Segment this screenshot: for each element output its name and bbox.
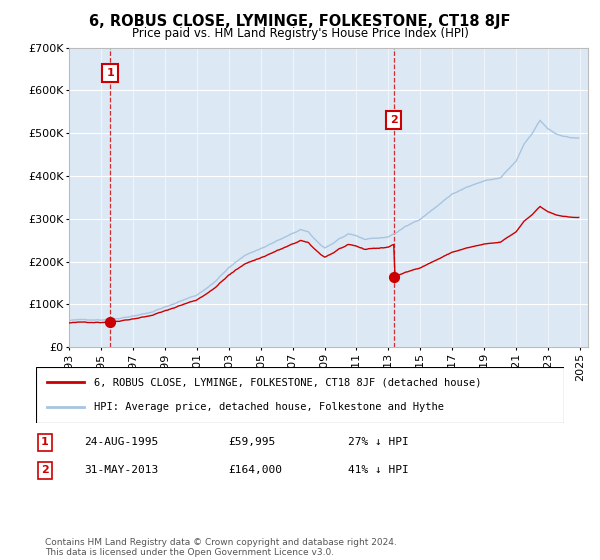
Text: £164,000: £164,000 bbox=[228, 465, 282, 475]
Text: 1: 1 bbox=[41, 437, 49, 447]
Text: 6, ROBUS CLOSE, LYMINGE, FOLKESTONE, CT18 8JF (detached house): 6, ROBUS CLOSE, LYMINGE, FOLKESTONE, CT1… bbox=[94, 377, 482, 388]
Text: 2: 2 bbox=[41, 465, 49, 475]
Text: 2: 2 bbox=[390, 115, 398, 125]
Point bbox=[389, 273, 398, 282]
Text: 1: 1 bbox=[106, 68, 114, 78]
Text: 31-MAY-2013: 31-MAY-2013 bbox=[84, 465, 158, 475]
FancyBboxPatch shape bbox=[36, 367, 564, 423]
Text: 6, ROBUS CLOSE, LYMINGE, FOLKESTONE, CT18 8JF: 6, ROBUS CLOSE, LYMINGE, FOLKESTONE, CT1… bbox=[89, 14, 511, 29]
Text: 41% ↓ HPI: 41% ↓ HPI bbox=[348, 465, 409, 475]
Text: Contains HM Land Registry data © Crown copyright and database right 2024.
This d: Contains HM Land Registry data © Crown c… bbox=[45, 538, 397, 557]
Text: 24-AUG-1995: 24-AUG-1995 bbox=[84, 437, 158, 447]
Text: HPI: Average price, detached house, Folkestone and Hythe: HPI: Average price, detached house, Folk… bbox=[94, 402, 444, 412]
Text: Price paid vs. HM Land Registry's House Price Index (HPI): Price paid vs. HM Land Registry's House … bbox=[131, 27, 469, 40]
Text: £59,995: £59,995 bbox=[228, 437, 275, 447]
Point bbox=[106, 317, 115, 326]
Text: 27% ↓ HPI: 27% ↓ HPI bbox=[348, 437, 409, 447]
